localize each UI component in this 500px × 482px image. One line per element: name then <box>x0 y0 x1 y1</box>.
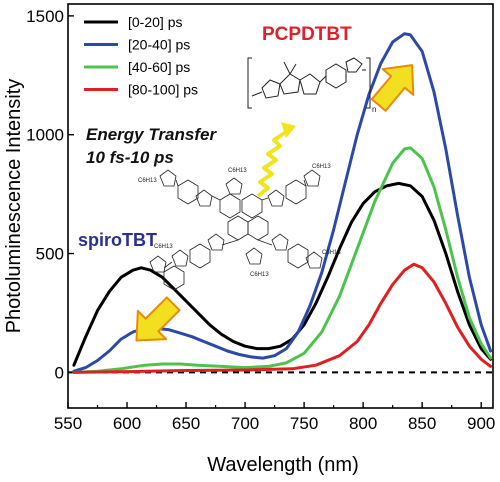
y-tick-label: 1500 <box>26 7 64 26</box>
squiggle-arrowhead <box>281 122 296 138</box>
plot-frame <box>67 3 494 409</box>
series-line <box>72 262 493 374</box>
molecule-substituent-label: C6H13 <box>312 164 331 170</box>
x-axis-title: Wavelength (nm) <box>207 454 359 476</box>
legend-label: [80-100] ps <box>128 82 198 98</box>
spirotbt-molecule-drawing <box>149 169 323 291</box>
x-tick-label: 800 <box>349 414 377 433</box>
y-tick-label: 1000 <box>26 126 64 145</box>
legend-label: [0-20] ps <box>128 14 182 30</box>
x-tick-label: 550 <box>54 414 82 433</box>
energy-transfer-label: Energy Transfer <box>86 125 217 144</box>
y-axis-title: Photoluminescence Intensity <box>3 79 25 334</box>
x-tick-label: 650 <box>172 414 200 433</box>
x-tick-label: 600 <box>113 414 141 433</box>
pcpdtbt-polymer-drawing <box>247 57 371 109</box>
x-tick-label: 850 <box>408 414 436 433</box>
molecule-substituent-label: C6H13 <box>322 250 341 256</box>
spirotbt-label: spiroTBT <box>78 230 157 250</box>
increase-arrow-icon <box>370 64 415 112</box>
molecule-substituent-label: C6H13 <box>154 244 173 250</box>
pcpdtbt-label: PCPDTBT <box>262 24 352 45</box>
legend-label: [20-40] ps <box>128 37 190 53</box>
legend: [0-20] ps [20-40] ps [40-60] ps [80-100] ps <box>84 14 198 98</box>
molecule-substituent-label: C6H13 <box>138 178 157 184</box>
x-tick-label: 750 <box>290 414 318 433</box>
x-tick-label: 900 <box>467 414 495 433</box>
y-tick-label: 0 <box>55 363 64 382</box>
molecule-substituent-label: C6H13 <box>228 168 247 174</box>
polymer-repeat-subscript: n <box>372 105 376 114</box>
y-tick-label: 500 <box>36 245 64 264</box>
decrease-arrow-icon <box>135 296 181 342</box>
energy-transfer-squiggle <box>256 130 288 198</box>
series-line <box>72 181 493 367</box>
molecule-substituent-label: C6H13 <box>250 272 269 278</box>
x-tick-label: 700 <box>231 414 259 433</box>
legend-label: [40-60] ps <box>128 59 190 75</box>
series-line <box>72 146 493 374</box>
energy-transfer-time-label: 10 fs-10 ps <box>86 148 174 167</box>
